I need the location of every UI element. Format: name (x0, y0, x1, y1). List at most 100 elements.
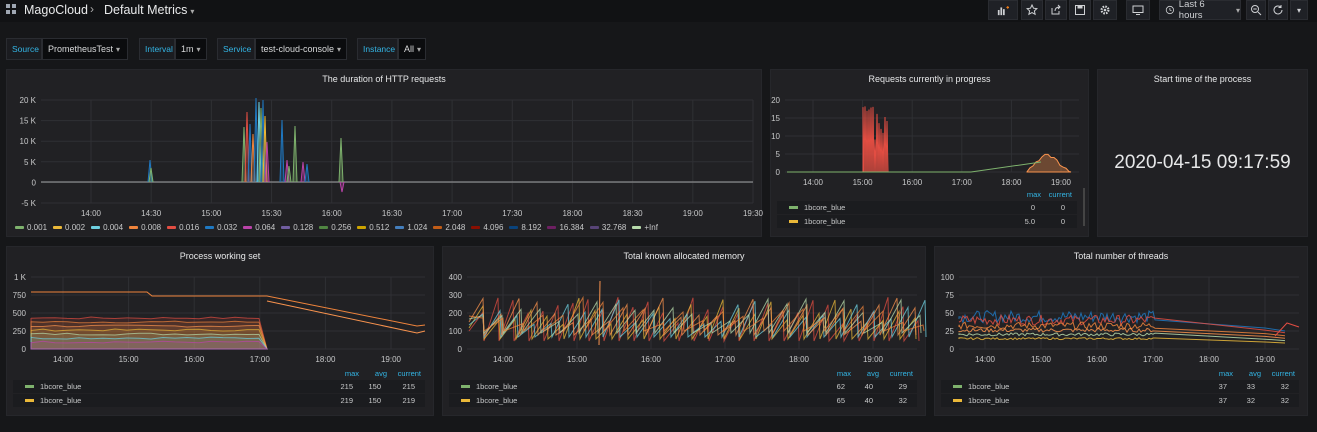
y-tick-label: 750 (13, 291, 27, 300)
legend-item[interactable]: 0.128 (281, 223, 313, 232)
panel-title[interactable]: Total number of threads (1073, 251, 1169, 261)
legend-label: 0.032 (217, 223, 238, 232)
singlestat-value: 2020-04-15 09:17:59 (1114, 152, 1291, 173)
time-picker-button[interactable]: Last 6 hours ▾ (1159, 0, 1241, 21)
legend-item[interactable]: 0.008 (129, 223, 161, 232)
panel-http-duration[interactable]: The duration of HTTP requests 20 K 15 K 10… (6, 69, 763, 237)
series-line (468, 297, 920, 343)
settings-button[interactable] (1093, 0, 1117, 20)
legend-item[interactable]: 8.192 (509, 223, 541, 232)
graph-legend: 0.001 0.002 0.004 0.008 0.016 0.032 0.064 0.128… (15, 223, 753, 232)
legend-scrollbar[interactable] (1083, 188, 1085, 226)
y-tick-label: 75 (945, 291, 954, 300)
series-swatch (589, 226, 599, 229)
series-name: 1bcore_blue (476, 382, 518, 391)
legend-label: 4.096 (483, 223, 504, 232)
panel-process-working-set[interactable]: Process working set 1 K 750 500 250 0 14:00 15… (6, 246, 434, 416)
panel-allocated-memory[interactable]: Total known allocated memory 400 300 200 10… (442, 246, 927, 416)
x-tick-label: 17:00 (952, 178, 973, 187)
working-set-graph[interactable]: 1 K 750 500 250 0 14:00 15:00 16:00 17:00 18:00 19… (7, 261, 435, 369)
legend-label: 0.128 (293, 223, 314, 232)
legend-row[interactable]: 1bcore_blue 0 0 (777, 201, 1077, 214)
x-tick-label: 17:00 (1143, 355, 1164, 364)
panel-requests-in-progress[interactable]: Requests currently in progress 20 15 10 5 0 1… (770, 69, 1089, 237)
template-variables: Source PrometheusTest ▾ Interval 1m ▾ Serv… (0, 38, 1317, 62)
legend-item[interactable]: 32.768 (589, 223, 626, 232)
save-button[interactable] (1069, 0, 1091, 20)
requests-in-progress-graph[interactable]: 20 15 10 5 0 14:00 15:00 16:00 17:00 18:00 19:00 (771, 84, 1090, 190)
dashboard-title[interactable]: Default Metrics ▾ (104, 3, 195, 17)
legend-row[interactable]: 1bcore_blue 219 150 219 (13, 394, 425, 407)
star-button[interactable] (1021, 0, 1043, 20)
legend-row[interactable]: 1bcore_blue 65 40 32 (449, 394, 917, 407)
legend-item[interactable]: 0.001 (15, 223, 47, 232)
series-swatch (319, 226, 329, 229)
x-tick-label: 14:00 (81, 209, 102, 218)
panel-title[interactable]: Total known allocated memory (623, 251, 745, 261)
refresh-button[interactable] (1268, 0, 1288, 20)
panel-total-threads[interactable]: Total number of threads 100 75 50 25 0 14:00 1… (934, 246, 1308, 416)
legend-header: avg (1248, 369, 1261, 378)
series-spike (304, 163, 310, 183)
add-panel-button[interactable] (988, 0, 1018, 20)
legend-item[interactable]: 1.024 (395, 223, 427, 232)
panel-title[interactable]: The duration of HTTP requests (322, 74, 446, 84)
legend-item[interactable]: 0.002 (53, 223, 85, 232)
legend-item[interactable]: 0.032 (205, 223, 237, 232)
legend-header-max: max (1026, 190, 1041, 199)
x-tick-label: 19:00 (863, 355, 884, 364)
series-spike (339, 181, 345, 193)
tv-mode-button[interactable] (1126, 0, 1150, 20)
variable-select-source[interactable]: PrometheusTest ▾ (42, 38, 128, 60)
legend-item[interactable]: 0.004 (91, 223, 123, 232)
legend-header: avg (374, 369, 387, 378)
series-spike (598, 280, 601, 346)
panel-title[interactable]: Process working set (179, 251, 261, 261)
panel-start-time[interactable]: Start time of the process 2020-04-15 09:… (1097, 69, 1308, 237)
legend-row[interactable]: 1bcore_blue 5.0 0 (777, 215, 1077, 228)
variable-select-service[interactable]: test-cloud-console ▾ (255, 38, 347, 60)
series-max: 65 (836, 396, 845, 405)
series-avg: 40 (864, 382, 873, 391)
series-max: 219 (340, 396, 353, 405)
legend-item[interactable]: 0.016 (167, 223, 199, 232)
series-max: 37 (1218, 382, 1227, 391)
series-avg: 40 (864, 396, 873, 405)
threads-graph[interactable]: 100 75 50 25 0 14:00 15:00 16:00 17:00 18:00 19:00 (935, 261, 1309, 369)
legend-item[interactable]: 2.048 (433, 223, 465, 232)
legend-row[interactable]: 1bcore_blue 215 150 215 (13, 380, 425, 393)
legend-row[interactable]: 1bcore_blue 62 40 29 (449, 380, 917, 393)
chevron-down-icon: ▾ (196, 44, 201, 54)
series-name: 1bcore_blue (968, 396, 1010, 405)
breadcrumb-root[interactable]: MagoCloud (24, 3, 88, 17)
legend-item[interactable]: +Inf (632, 223, 658, 232)
legend-row[interactable]: 1bcore_blue 37 32 32 (941, 394, 1299, 407)
panel-title[interactable]: Start time of the process (1153, 74, 1252, 84)
legend-item[interactable]: 16.384 (547, 223, 584, 232)
apps-grid-icon[interactable] (6, 4, 17, 15)
panel-title[interactable]: Requests currently in progress (868, 74, 991, 84)
legend-row[interactable]: 1bcore_blue 37 33 32 (941, 380, 1299, 393)
x-tick-label: 14:00 (975, 355, 996, 364)
zoom-out-button[interactable] (1246, 0, 1266, 20)
y-tick-label: 0 (776, 168, 781, 177)
legend-item[interactable]: 0.256 (319, 223, 351, 232)
legend-item[interactable]: 4.096 (471, 223, 503, 232)
http-duration-graph[interactable]: 20 K 15 K 10 K 5 K 0 -5 K 14:00 14:30 15:00 15:30… (7, 84, 763, 276)
legend-item[interactable]: 0.512 (357, 223, 389, 232)
share-button[interactable] (1045, 0, 1067, 20)
variable-select-instance[interactable]: All ▾ (398, 38, 426, 60)
refresh-interval-button[interactable]: ▾ (1290, 0, 1308, 20)
legend-item[interactable]: 0.064 (243, 223, 275, 232)
variable-label-service: Service (217, 38, 255, 60)
series-swatch (395, 226, 405, 229)
add-panel-icon (997, 6, 1009, 16)
series-area (30, 336, 268, 350)
y-tick-label: 5 (776, 150, 781, 159)
x-tick-label: 18:00 (315, 355, 336, 364)
series-swatch (15, 226, 24, 229)
series-spike (292, 125, 298, 183)
allocated-memory-graph[interactable]: 400 300 200 100 0 14:00 15:00 16:00 17:00 18:00 19… (443, 261, 927, 369)
series-swatch (205, 226, 215, 229)
variable-select-interval[interactable]: 1m ▾ (175, 38, 207, 60)
